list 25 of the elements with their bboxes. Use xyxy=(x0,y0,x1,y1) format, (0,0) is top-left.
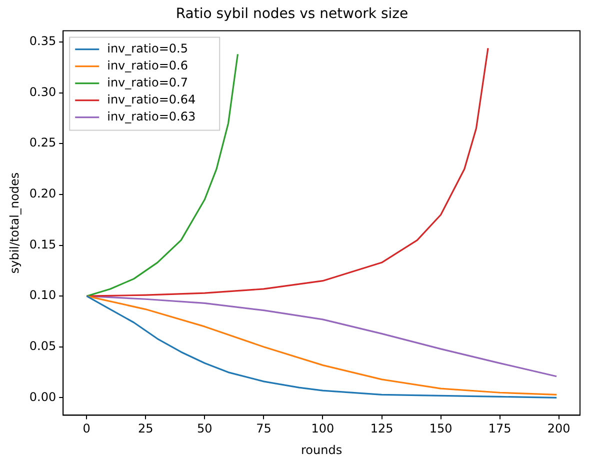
x-tick-label: 150 xyxy=(429,422,452,436)
legend-label: inv_ratio=0.6 xyxy=(107,58,188,72)
x-tick-label: 175 xyxy=(488,422,512,436)
x-tick-label: 200 xyxy=(547,422,570,436)
x-tick-label: 50 xyxy=(197,422,212,436)
y-tick-label: 0.25 xyxy=(29,136,56,150)
x-tick-label: 125 xyxy=(370,422,394,436)
x-tick-label: 0 xyxy=(82,422,90,436)
y-axis-title: sybil/total_nodes xyxy=(7,172,22,274)
y-tick-label: 0.35 xyxy=(29,34,56,48)
legend-label: inv_ratio=0.63 xyxy=(107,109,196,124)
legend-label: inv_ratio=0.5 xyxy=(107,41,188,56)
x-tick-label: 100 xyxy=(311,422,334,436)
y-tick-label: 0.05 xyxy=(29,339,56,354)
y-tick-label: 0.30 xyxy=(29,84,56,99)
y-tick-label: 0.20 xyxy=(29,186,56,201)
y-tick-label: 0.15 xyxy=(29,237,56,252)
y-tick-label: 0.00 xyxy=(29,390,56,404)
y-tick-label: 0.10 xyxy=(29,288,56,302)
x-tick-label: 25 xyxy=(138,422,154,436)
chart-title: Ratio sybil nodes vs network size xyxy=(176,6,408,22)
x-tick-label: 75 xyxy=(256,422,272,436)
x-axis-title: rounds xyxy=(301,442,342,457)
legend-label: inv_ratio=0.64 xyxy=(107,92,196,106)
legend-label: inv_ratio=0.7 xyxy=(107,75,188,90)
